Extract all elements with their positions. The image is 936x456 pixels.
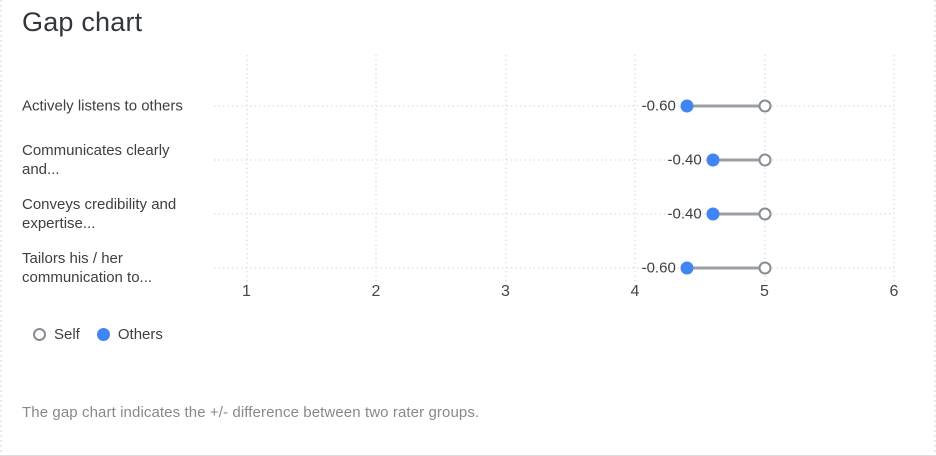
x-axis-tick-label: 5 <box>760 283 769 300</box>
footer-note: The gap chart indicates the +/- differen… <box>22 404 480 421</box>
right-edge-dotted-line <box>934 0 936 455</box>
legend-label: Self <box>54 326 80 343</box>
gap-connector-line <box>712 158 765 162</box>
x-axis-tick-label: 3 <box>501 283 510 300</box>
category-label: Actively listens to others <box>22 97 183 115</box>
self-data-point[interactable] <box>758 261 771 275</box>
x-axis-tick-label: 1 <box>242 283 251 300</box>
gap-connector-line <box>686 266 765 270</box>
self-data-point[interactable] <box>758 99 771 113</box>
gridline-horizontal <box>214 213 894 215</box>
gap-value-label: -0.60 <box>641 97 676 115</box>
x-axis-tick-label: 4 <box>630 283 640 300</box>
gap-value-label: -0.60 <box>641 259 676 277</box>
self-data-point[interactable] <box>758 153 771 167</box>
others-data-point[interactable] <box>680 261 694 275</box>
gap-value-label: -0.40 <box>667 151 702 169</box>
gridline-vertical <box>504 55 507 287</box>
gridline-horizontal <box>214 267 894 269</box>
legend-item-self[interactable]: Self <box>33 326 80 343</box>
gap-connector-line <box>686 104 765 108</box>
gridline-vertical <box>375 55 377 287</box>
legend-item-others[interactable]: Others <box>96 326 163 343</box>
chart-legend: Self Others <box>33 326 163 343</box>
gridline-horizontal <box>214 159 894 161</box>
gridline-vertical <box>763 55 766 287</box>
gridline-vertical <box>893 55 895 287</box>
gridline-vertical <box>634 55 636 287</box>
others-data-point[interactable] <box>706 153 720 167</box>
category-label: Conveys credibility and expertise... <box>22 196 177 232</box>
gap-value-label: -0.40 <box>667 205 702 223</box>
gap-connector-line <box>712 212 765 216</box>
legend-label: Others <box>117 326 163 343</box>
self-data-point[interactable] <box>758 207 771 221</box>
chart-title: Gap chart <box>22 7 143 37</box>
open-circle-icon <box>33 328 46 341</box>
category-label: Communicates clearly and... <box>22 142 170 178</box>
others-data-point[interactable] <box>706 207 720 221</box>
filled-dot-icon <box>96 328 110 341</box>
x-axis-tick-label: 6 <box>889 283 899 300</box>
gridline-vertical <box>245 55 248 287</box>
others-data-point[interactable] <box>680 99 694 113</box>
gridline-horizontal <box>214 105 894 107</box>
x-axis-tick-label: 2 <box>371 283 381 300</box>
category-label: Tailors his / her communication to... <box>22 250 153 286</box>
left-edge-dotted-line <box>0 0 2 455</box>
